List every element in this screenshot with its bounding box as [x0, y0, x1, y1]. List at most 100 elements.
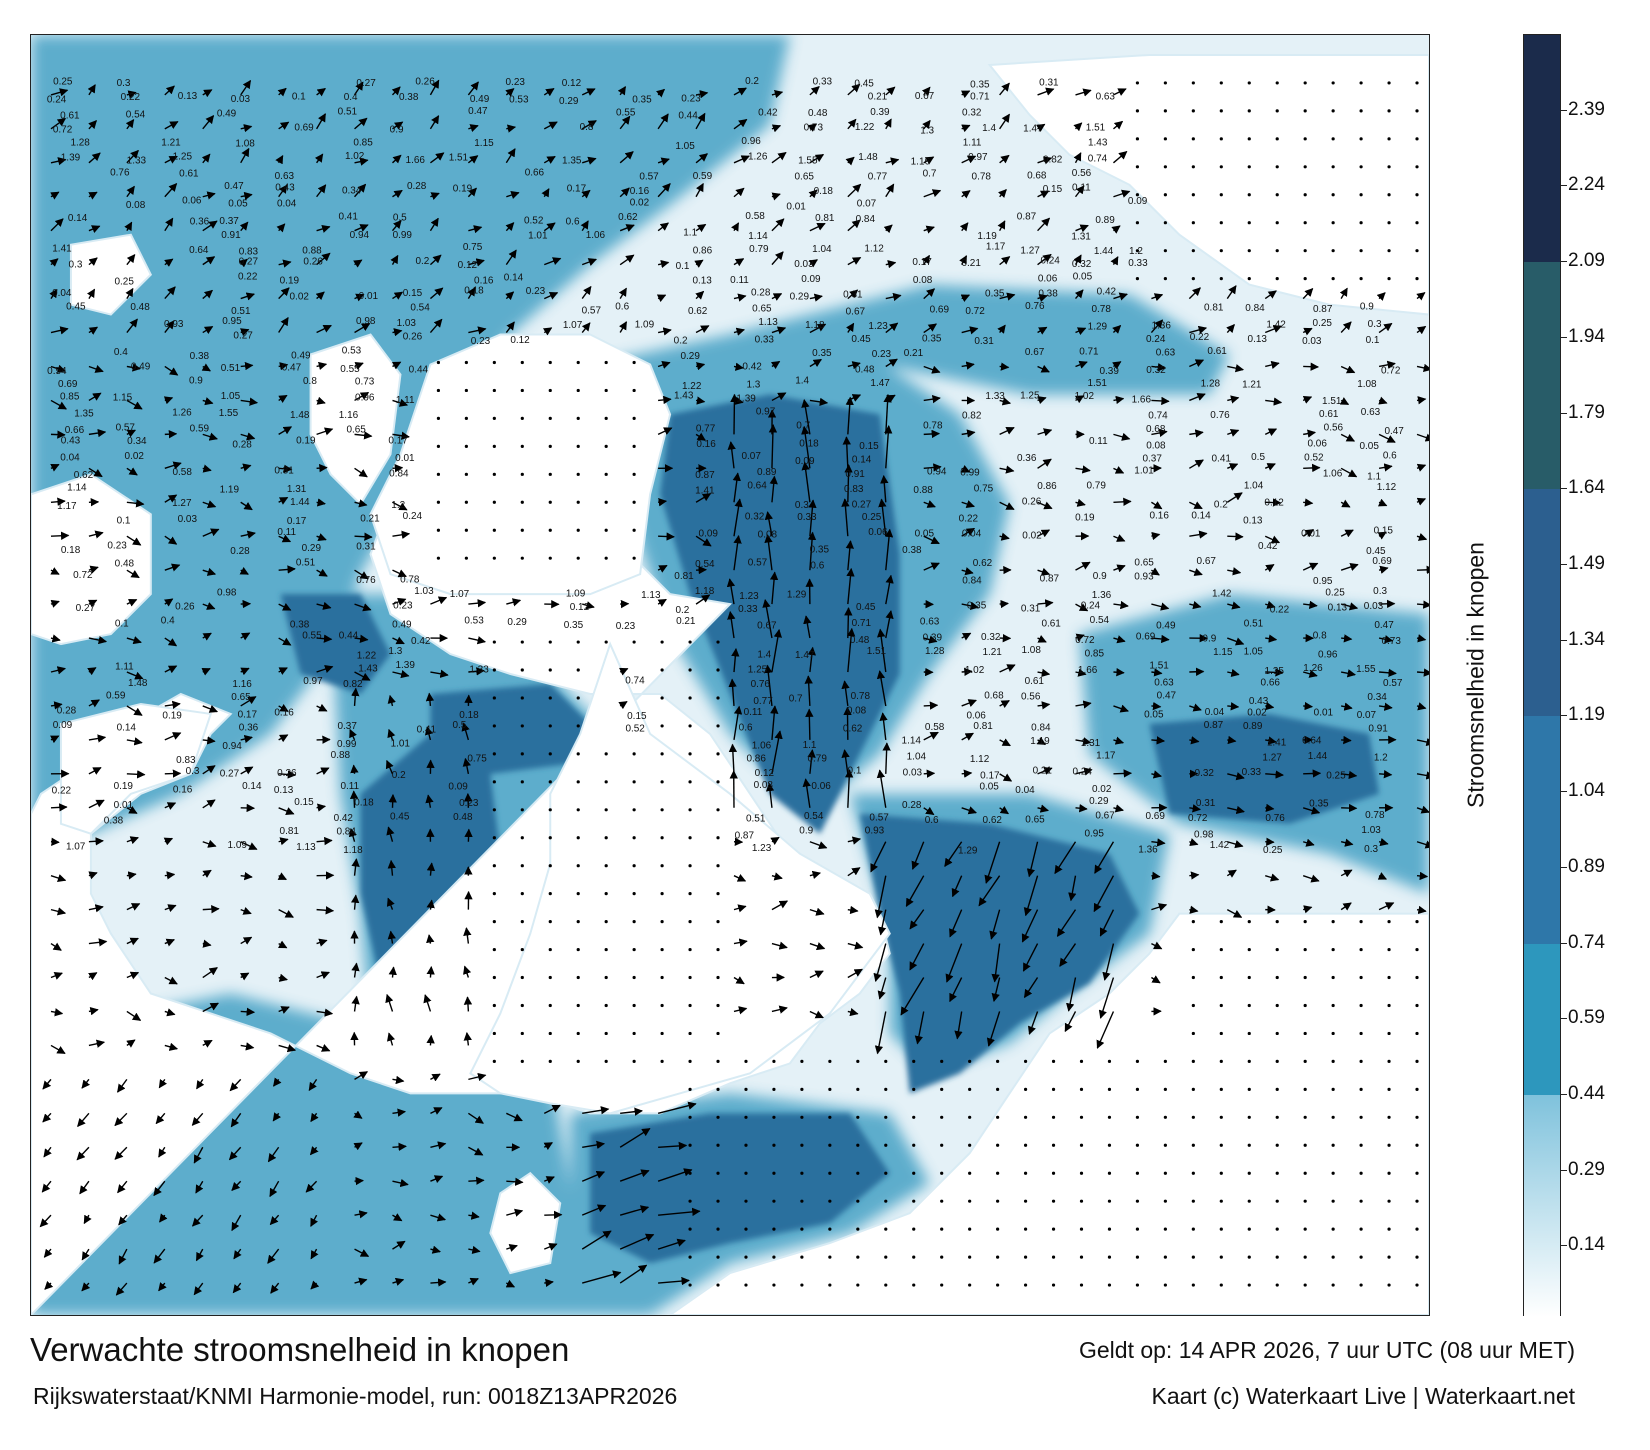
current-arrow [164, 976, 178, 985]
speed-label: 0.91 [221, 230, 241, 241]
speed-label: 1.15 [1213, 647, 1233, 658]
current-arrow [1265, 770, 1284, 779]
speed-label: 1.21 [1242, 380, 1262, 391]
current-arrow [581, 1204, 607, 1216]
speed-label: 0.26 [303, 257, 323, 268]
grid-dot [1359, 1031, 1363, 1036]
current-arrow [1226, 909, 1243, 918]
grid-dot [1191, 947, 1195, 952]
speed-label: 0.01 [395, 453, 415, 464]
current-arrow [619, 1169, 650, 1182]
water-deep-zone [280, 594, 391, 694]
current-speed-map[interactable]: 0.25 0.3 0.27 0.26 0.23 0.12 0.2 0.33 0.45 0.35 0.… [30, 34, 1430, 1316]
grid-dot [1163, 249, 1167, 253]
grid-dot [1163, 221, 1167, 225]
current-arrow [316, 361, 328, 371]
speed-label: 0.54 [126, 110, 146, 121]
speed-label: 1.08 [1357, 379, 1377, 390]
grid-dot [716, 1003, 720, 1008]
current-arrow [1416, 565, 1429, 575]
grid-dot [968, 1115, 972, 1119]
current-arrow [807, 123, 817, 132]
speed-label: 0.99 [393, 230, 413, 241]
speed-label: 1.1 [803, 740, 817, 751]
current-arrow [1416, 600, 1429, 609]
speed-label: 0.19 [296, 436, 316, 447]
current-arrow [350, 764, 359, 774]
grid-dot [912, 1115, 916, 1119]
speed-label: 0.11 [340, 781, 359, 792]
current-arrow [885, 157, 900, 166]
grid-dot [1163, 1115, 1167, 1119]
grid-dot [1219, 109, 1223, 113]
grid-dot [1359, 249, 1363, 253]
grid-dot [1079, 1059, 1084, 1063]
current-arrow [945, 943, 963, 983]
grid-dot [660, 752, 664, 756]
current-arrow [118, 1248, 128, 1265]
current-arrow [126, 318, 138, 333]
grid-dot [492, 920, 496, 924]
current-arrow [1189, 359, 1205, 368]
current-arrow [240, 734, 253, 744]
speed-label: 0.63 [1096, 92, 1116, 103]
current-arrow [430, 1245, 441, 1254]
current-arrow [999, 113, 1010, 130]
current-arrow [1027, 1011, 1039, 1035]
current-arrow [164, 665, 178, 674]
speed-label: 1.36 [1151, 321, 1171, 332]
current-arrow [1226, 869, 1237, 878]
speed-label: 0.02 [290, 292, 310, 303]
grid-dot [1191, 1255, 1195, 1259]
grid-dot [1359, 1087, 1363, 1091]
speed-label: 0.26 [1022, 496, 1042, 507]
grid-dot [576, 752, 580, 756]
current-arrow [1265, 600, 1276, 609]
speed-label: 0.65 [1134, 557, 1154, 568]
grid-dot [1135, 1255, 1140, 1259]
grid-dot [1415, 277, 1419, 281]
speed-label: 0.74 [625, 675, 645, 686]
speed-label: 0.47 [282, 362, 302, 373]
current-arrow [999, 599, 1009, 609]
speed-label: 0.21 [961, 258, 981, 269]
grid-dot [912, 1059, 916, 1063]
speed-label: 0.05 [1359, 441, 1379, 452]
grid-dot [1051, 1143, 1056, 1147]
current-arrow [582, 1140, 606, 1150]
speed-label: 1.42 [1212, 589, 1232, 600]
speed-label: 0.57 [639, 171, 659, 182]
current-arrow [883, 224, 893, 234]
current-arrow [909, 943, 925, 971]
speed-label: 1.3 [920, 126, 934, 137]
colorbar-tick-mark [1561, 336, 1567, 338]
speed-label: 0.49 [392, 619, 412, 630]
speed-label: 0.48 [115, 559, 135, 570]
current-arrow [126, 149, 139, 164]
grid-dot [1359, 1003, 1363, 1008]
speed-label: 0.12 [755, 768, 775, 779]
current-arrow [921, 254, 931, 266]
speed-label: 1.55 [219, 408, 239, 419]
current-arrow [201, 363, 211, 372]
current-arrow [1037, 599, 1054, 608]
speed-label: 1.35 [74, 409, 94, 420]
grid-dot [520, 864, 524, 868]
current-arrow [463, 927, 472, 944]
current-arrow [240, 79, 252, 96]
grid-dot [800, 1115, 804, 1119]
grid-dot [1331, 109, 1335, 113]
current-arrow [807, 646, 816, 673]
grid-dot [604, 1031, 608, 1036]
speed-label: 0.84 [1245, 303, 1265, 314]
current-arrow [619, 254, 635, 266]
current-arrow [1037, 635, 1047, 643]
current-arrow [1037, 326, 1048, 335]
speed-label: 0.15 [294, 797, 314, 808]
current-arrow [847, 836, 862, 845]
speed-label: 0.38 [902, 545, 922, 556]
speed-label: 0.66 [1261, 677, 1281, 688]
current-arrow [998, 189, 1007, 199]
speed-label: 0.52 [625, 723, 645, 734]
current-arrow [49, 258, 59, 267]
